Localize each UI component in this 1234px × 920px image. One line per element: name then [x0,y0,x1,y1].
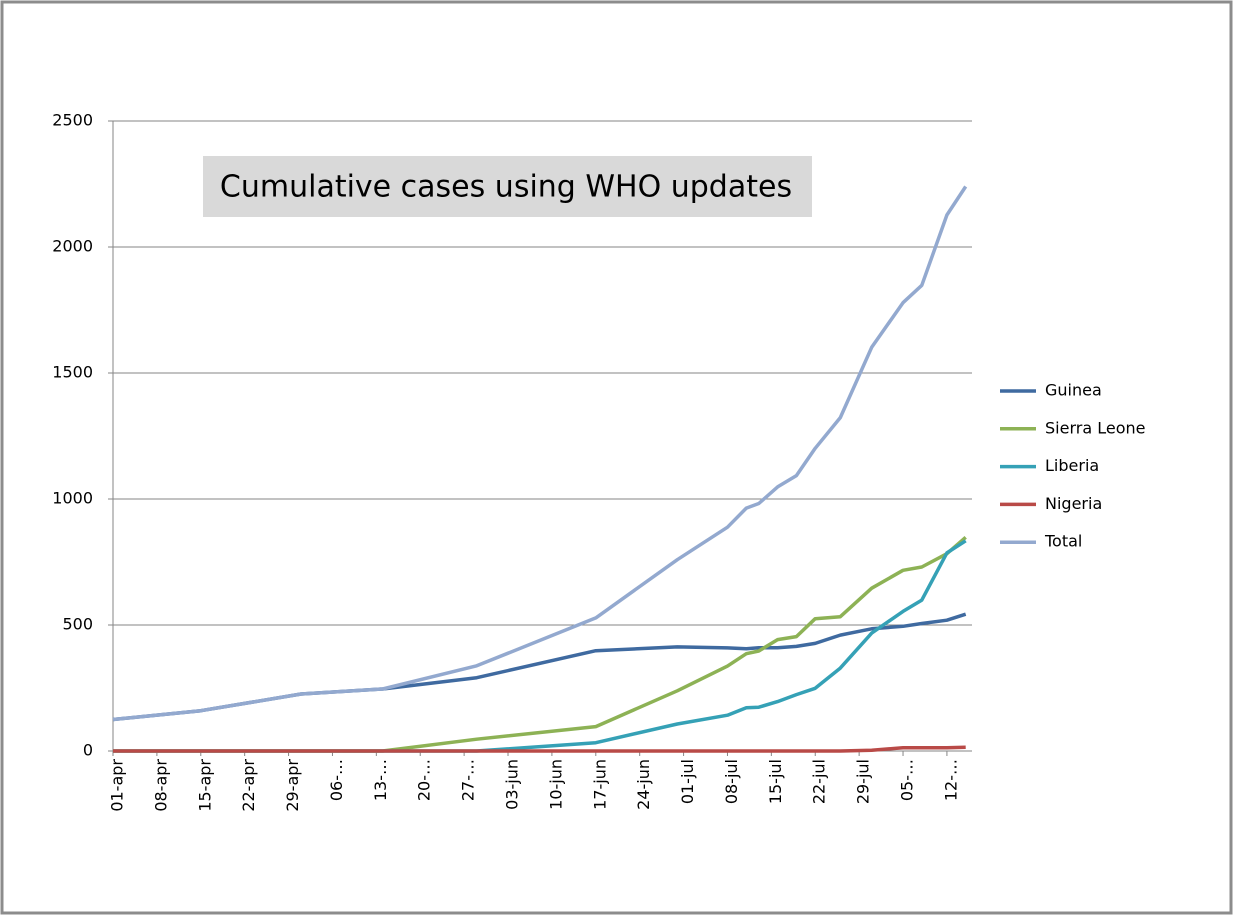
y-tick-label: 2500 [52,111,93,130]
x-tick-label: 29-apr [283,759,302,812]
x-tick-label: 05-… [898,759,917,801]
x-tick-label: 20-… [415,759,434,801]
x-tick-label: 15-apr [195,759,214,812]
legend-label: Total [1044,532,1082,551]
x-tick-label: 15-jul [766,759,785,804]
x-tick-label: 22-apr [239,759,258,812]
y-tick-label: 0 [83,741,93,760]
legend-label: Liberia [1045,456,1099,475]
x-tick-label: 27-… [459,759,478,801]
x-tick-label: 01-apr [108,759,127,812]
chart-title: Cumulative cases using WHO updates [220,170,792,205]
x-tick-label: 22-jul [810,759,829,804]
legend-label: Sierra Leone [1045,418,1145,437]
series-line [113,745,966,753]
x-tick-label: 08-apr [151,759,170,812]
legend-label: Guinea [1045,381,1102,400]
x-tick-label: 10-jun [546,759,565,810]
x-tick-label: 24-jun [634,759,653,810]
x-tick-label: 01-jul [678,759,697,804]
y-tick-label: 500 [62,615,93,634]
title-box [203,156,812,217]
x-tick-label: 13-… [371,759,390,801]
y-tick-label: 2000 [52,237,93,256]
series-line [112,185,968,722]
x-tick-label: 29-jul [854,759,873,804]
legend-label: Nigeria [1045,494,1102,513]
y-tick-label: 1000 [52,489,93,508]
y-tick-label: 1500 [52,363,93,382]
x-tick-label: 06-… [327,759,346,801]
x-tick-label: 12-… [941,759,960,801]
x-tick-label: 08-jul [722,759,741,804]
x-tick-label: 17-jun [590,759,609,810]
x-tick-label: 03-jun [503,759,522,810]
